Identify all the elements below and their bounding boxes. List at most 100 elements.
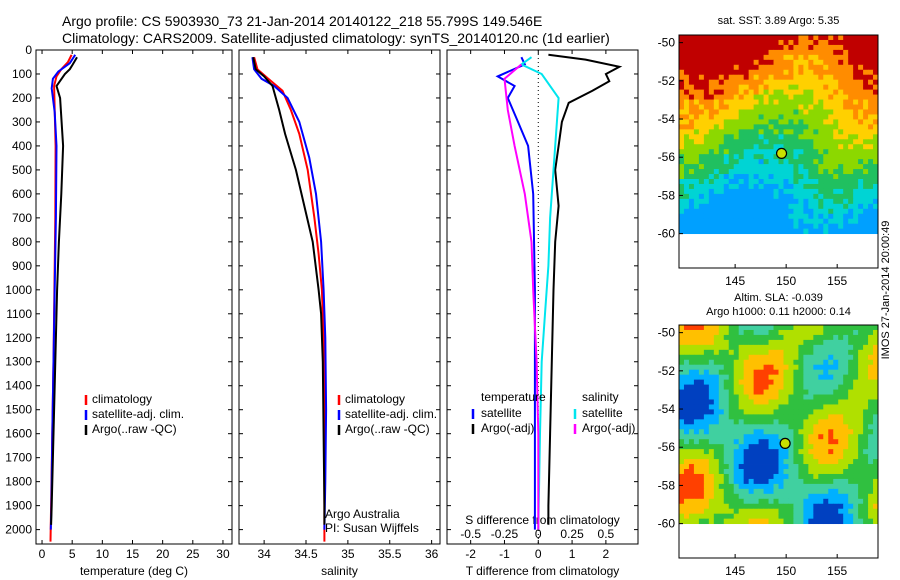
sla-map-cell bbox=[718, 473, 725, 480]
sla-map-cell bbox=[858, 493, 864, 500]
sst-map-cell bbox=[763, 44, 769, 51]
sla-map-cell bbox=[718, 424, 725, 430]
sst-map-cell bbox=[778, 74, 784, 81]
sla-map-cell bbox=[788, 449, 794, 455]
sst-map-cell bbox=[679, 174, 685, 180]
sst-map-cell bbox=[698, 129, 705, 135]
sla-map-cell bbox=[798, 359, 804, 366]
sst-map-cell bbox=[803, 79, 809, 86]
sla-map-cell bbox=[763, 394, 769, 400]
sst-map-cell bbox=[783, 144, 789, 150]
sst-map-cell bbox=[688, 109, 695, 115]
sst-map-cell bbox=[738, 134, 745, 140]
sla-map-cell bbox=[738, 334, 745, 341]
sla-map-cell bbox=[763, 488, 769, 495]
sla-map-cell bbox=[783, 414, 789, 420]
sla-map-cell bbox=[818, 434, 824, 440]
sst-map-cell bbox=[748, 139, 755, 145]
sst-map-cell bbox=[728, 188, 735, 195]
sst-map-cell bbox=[813, 54, 819, 61]
sst-map-cell bbox=[693, 119, 700, 125]
depth-tick-label: 1300 bbox=[5, 355, 32, 369]
sla-map-cell bbox=[738, 404, 745, 410]
sla-map-cell bbox=[808, 503, 814, 510]
sla-map-cell bbox=[828, 414, 834, 420]
sla-map-cell bbox=[808, 394, 814, 400]
sla-map-cell bbox=[753, 384, 760, 390]
sla-map-cell bbox=[683, 449, 690, 455]
sst-map-cell bbox=[793, 104, 799, 110]
sst-map-cell bbox=[828, 89, 834, 95]
figure-title-line1: Argo profile: CS 5903930_73 21-Jan-2014 … bbox=[62, 13, 542, 29]
sla-map-cell bbox=[703, 473, 710, 480]
sst-map-cell bbox=[733, 79, 740, 86]
sst-map-cell bbox=[698, 193, 705, 200]
sst-map-cell bbox=[828, 69, 834, 76]
sst-map-cell bbox=[728, 208, 735, 215]
sla-map-cell bbox=[873, 389, 879, 395]
sla-map-cell bbox=[808, 444, 814, 450]
sst-map-cell bbox=[708, 59, 715, 66]
sst-map-cell bbox=[728, 124, 735, 130]
sla-map-cell bbox=[753, 334, 760, 341]
sla-map-cell bbox=[683, 513, 690, 520]
sst-map-cell bbox=[798, 59, 804, 66]
sst-map-cell bbox=[853, 213, 859, 220]
sst-map-cell bbox=[848, 79, 854, 86]
sst-map-cell bbox=[693, 134, 700, 140]
sst-map-cell bbox=[853, 183, 859, 190]
sst-map-cell bbox=[698, 174, 705, 180]
sst-map-cell bbox=[788, 35, 794, 41]
sst-map-cell bbox=[808, 39, 814, 46]
sst-map-cell bbox=[823, 223, 829, 230]
sla-map-cell bbox=[873, 513, 879, 520]
sla-map-cell bbox=[813, 469, 819, 475]
sla-map-cell bbox=[873, 488, 879, 495]
sla-map-cell bbox=[758, 325, 764, 331]
sla-map-cell bbox=[873, 369, 879, 376]
sla-map-cell bbox=[823, 419, 829, 425]
sst-map-cell bbox=[813, 84, 819, 91]
sst-map-cell bbox=[783, 154, 789, 160]
sst-map-cell bbox=[828, 59, 834, 66]
sla-map-cell bbox=[768, 424, 774, 430]
sst-map-cell bbox=[873, 223, 879, 230]
sla-map-cell bbox=[818, 513, 824, 520]
sla-map-cell bbox=[753, 434, 760, 440]
sst-map-cell bbox=[828, 129, 834, 135]
sla-map-cell bbox=[693, 488, 700, 495]
sst-map-cell bbox=[768, 228, 774, 235]
sst-map-cell bbox=[838, 54, 844, 61]
sla-map-cell bbox=[708, 449, 715, 455]
sst-map-cell bbox=[758, 164, 764, 170]
sst-map-cell bbox=[718, 124, 725, 130]
sla-map-cell bbox=[753, 409, 760, 415]
sla-map-cell bbox=[758, 454, 764, 460]
sla-map-cell bbox=[793, 399, 799, 405]
sst-map-cell bbox=[838, 69, 844, 76]
sla-map-cell bbox=[868, 444, 874, 450]
sst-map-cell bbox=[798, 69, 804, 76]
sla-map-cell bbox=[778, 329, 784, 336]
sla-map-cell bbox=[783, 498, 789, 505]
sla-map-cell bbox=[713, 344, 720, 351]
sst-map-cell bbox=[679, 228, 685, 235]
sst-map-cell bbox=[728, 35, 735, 41]
sst-map-cell bbox=[843, 109, 849, 115]
sst-map-cell bbox=[703, 174, 710, 180]
sst-map-cell bbox=[783, 183, 789, 190]
sla-map-cell bbox=[733, 409, 740, 415]
sla-map-cell bbox=[738, 493, 745, 500]
sla-map-cell bbox=[763, 434, 769, 440]
sla-map-cell bbox=[768, 464, 774, 470]
sla-map-cell bbox=[778, 508, 784, 515]
sla-map-cell bbox=[693, 354, 700, 361]
sla-map-cell bbox=[818, 459, 824, 465]
sla-map-cell bbox=[763, 503, 769, 510]
sla-map-cell bbox=[683, 503, 690, 510]
sla-map-cell bbox=[718, 419, 725, 425]
sla-map-cell bbox=[803, 325, 809, 331]
sla-map-cell bbox=[843, 488, 849, 495]
sst-map-cell bbox=[863, 164, 869, 170]
sla-map-cell bbox=[863, 483, 869, 490]
